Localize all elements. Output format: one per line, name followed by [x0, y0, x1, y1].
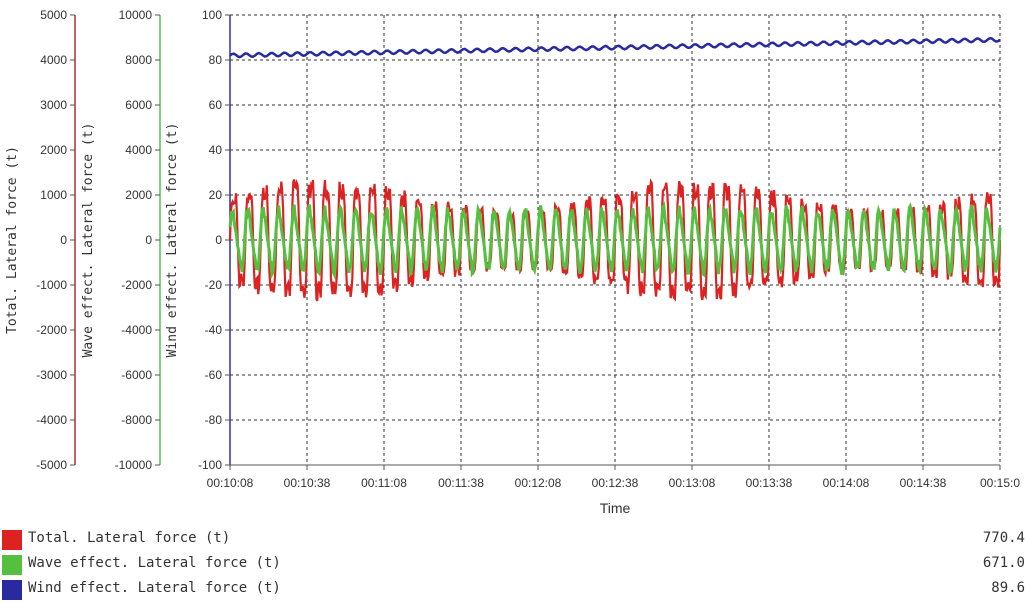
- y-tick-label: 80: [209, 53, 223, 67]
- y-tick-label: 3000: [40, 98, 67, 112]
- legend-label-wind: Wind effect. Lateral force (t): [28, 580, 281, 596]
- series-line-wind: [229, 36, 1001, 59]
- series-line-wave: [228, 201, 1002, 281]
- chart-svg: 500040003000200010000-1000-2000-3000-400…: [5, 8, 1020, 516]
- y-tick-label: -4000: [121, 323, 152, 337]
- y-tick-label: -3000: [36, 368, 67, 382]
- y-tick-label: -10000: [115, 458, 153, 472]
- x-tick-label: 00:13:08: [669, 476, 716, 490]
- y-tick-label: -5000: [36, 458, 67, 472]
- y-tick-label: -60: [205, 368, 223, 382]
- x-tick-label: 00:13:38: [746, 476, 793, 490]
- y-tick-label: -1000: [36, 278, 67, 292]
- grid-lines: [229, 14, 1001, 466]
- x-tick-label: 00:12:08: [515, 476, 562, 490]
- legend-swatch-wave: [2, 555, 22, 575]
- y-tick-label: 1000: [40, 188, 67, 202]
- legend-label-wave: Wave effect. Lateral force (t): [28, 555, 281, 571]
- y-tick-label: 60: [209, 98, 223, 112]
- y-tick-label: -80: [205, 413, 223, 427]
- y-tick-label: 0: [215, 233, 222, 247]
- legend-swatch-wind: [2, 580, 22, 600]
- y-tick-label: -2000: [36, 323, 67, 337]
- legend: Total. Lateral force (t) 770.4 Wave effe…: [0, 528, 1025, 603]
- legend-item-wave: Wave effect. Lateral force (t) 671.0: [0, 553, 1025, 578]
- y-tick-label: -8000: [121, 413, 152, 427]
- legend-value-wave: 671.0: [982, 555, 1025, 571]
- series-group: [228, 36, 1002, 302]
- y-tick-label: -2000: [121, 278, 152, 292]
- legend-item-total: Total. Lateral force (t) 770.4: [0, 528, 1025, 553]
- legend-swatch-total: [2, 530, 22, 550]
- legend-value-total: 770.4: [982, 530, 1025, 546]
- y-tick-label: -4000: [36, 413, 67, 427]
- y-tick-label: -40: [205, 323, 223, 337]
- y-tick-label: 0: [145, 233, 152, 247]
- y-axis-title-1: Wave effect. Lateral force (t): [81, 123, 96, 358]
- x-tick-label: 00:10:38: [284, 476, 331, 490]
- y-tick-label: 40: [209, 143, 223, 157]
- y-tick-label: 6000: [125, 98, 152, 112]
- y-tick-label: 8000: [125, 53, 152, 67]
- y-tick-label: 10000: [119, 8, 153, 22]
- x-tick-label: 00:15:0: [980, 476, 1020, 490]
- x-tick-label: 00:10:08: [207, 476, 254, 490]
- y-axis-title-2: Wind effect. Lateral force (t): [165, 123, 180, 358]
- x-tick-label: 00:11:08: [361, 476, 407, 490]
- x-tick-label: 00:14:38: [900, 476, 947, 490]
- y-axis-title-0: Total. Lateral force (t): [5, 146, 20, 334]
- legend-value-wind: 89.6: [991, 580, 1025, 596]
- y-tick-label: 100: [202, 8, 222, 22]
- x-tick-label: 00:14:08: [823, 476, 870, 490]
- y-tick-label: 2000: [125, 188, 152, 202]
- y-tick-label: 4000: [40, 53, 67, 67]
- y-tick-label: -6000: [121, 368, 152, 382]
- legend-label-total: Total. Lateral force (t): [28, 530, 231, 546]
- y-tick-label: 20: [209, 188, 223, 202]
- y-tick-label: -100: [198, 458, 222, 472]
- y-tick-label: 5000: [40, 8, 67, 22]
- labels-group: 500040003000200010000-1000-2000-3000-400…: [5, 8, 1020, 516]
- y-tick-label: -20: [205, 278, 223, 292]
- legend-item-wind: Wind effect. Lateral force (t) 89.6: [0, 578, 1025, 603]
- y-tick-label: 0: [60, 233, 67, 247]
- x-tick-label: 00:12:38: [592, 476, 639, 490]
- y-tick-label: 4000: [125, 143, 152, 157]
- x-tick-label: 00:11:38: [438, 476, 484, 490]
- y-tick-label: 2000: [40, 143, 67, 157]
- x-axis-title: Time: [600, 500, 631, 516]
